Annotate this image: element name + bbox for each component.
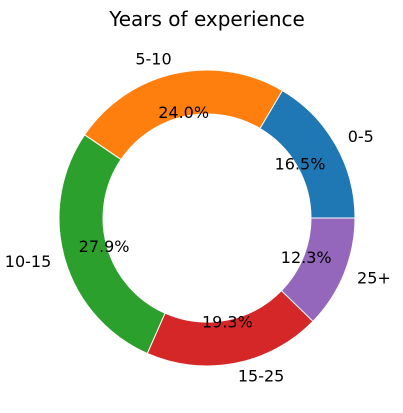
slice-label-15-25: 15-25 [238,367,284,386]
slice-pct-25+: 12.3% [281,248,332,267]
slice-pct-15-25: 19.3% [202,313,253,332]
slice-label-0-5: 0-5 [348,127,374,146]
slice-labels: 0-5 16.5% 5-10 24.0% 10-15 27.9% 15-25 19.3% 25+… [5,49,391,385]
slice-label-5-10: 5-10 [135,49,171,68]
slices [58,69,356,367]
slice-pct-5-10: 24.0% [158,103,209,122]
chart-title: Years of experience [108,7,305,31]
slice-25+ [280,217,356,323]
slice-label-10-15: 10-15 [5,252,52,271]
slice-label-25+: 25+ [357,269,391,288]
slice-pct-10-15: 27.9% [79,237,130,256]
slice-pct-0-5: 16.5% [275,154,326,173]
